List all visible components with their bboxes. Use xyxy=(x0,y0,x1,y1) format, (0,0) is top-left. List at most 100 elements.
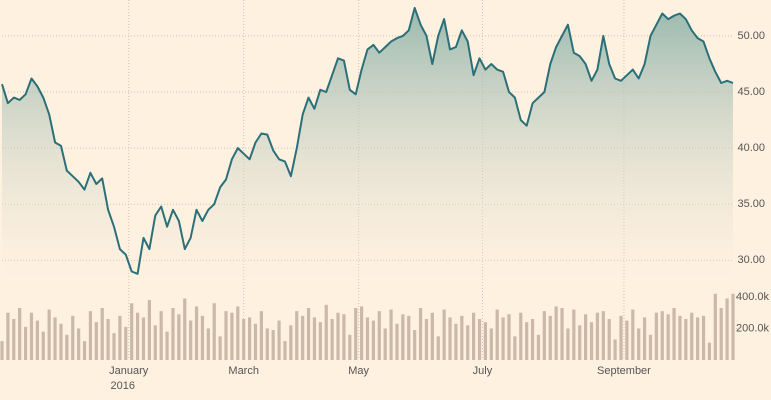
volume-bar xyxy=(359,306,364,360)
y-tick-label: 40.00 xyxy=(737,142,765,154)
y-tick-label: 45.00 xyxy=(737,86,765,98)
volume-bar xyxy=(637,328,641,360)
volume-bar xyxy=(330,319,334,360)
y-tick-label: 50.00 xyxy=(737,30,765,42)
volume-bar xyxy=(236,306,240,360)
volume-bar xyxy=(47,309,51,360)
volume-bar xyxy=(666,314,670,360)
volume-bar xyxy=(295,311,299,360)
x-tick-label: May xyxy=(348,365,369,377)
volume-bar xyxy=(265,328,269,360)
volume-bar xyxy=(206,328,210,360)
volume-bar xyxy=(324,304,328,360)
volume-bar xyxy=(12,319,16,360)
volume-bar xyxy=(94,322,98,360)
y-tick-label: 35.00 xyxy=(737,198,765,210)
volume-bar xyxy=(35,320,39,360)
volume-bar xyxy=(530,319,535,360)
volume-bar xyxy=(118,315,122,360)
volume-bar xyxy=(6,312,10,360)
volume-bar xyxy=(477,319,482,360)
volume-bar xyxy=(277,320,281,360)
volume-bar xyxy=(306,307,311,360)
volume-bar xyxy=(395,323,399,360)
volume-bar xyxy=(707,342,712,360)
volume-bar xyxy=(672,307,676,360)
volume-bar xyxy=(348,334,352,360)
volume-bar xyxy=(701,315,706,360)
volume-bar xyxy=(696,317,700,360)
volume-bar xyxy=(253,323,258,360)
volume-bar xyxy=(448,317,452,360)
volume-bar xyxy=(0,341,4,360)
volume-bar xyxy=(194,306,199,360)
volume-bar xyxy=(336,312,340,360)
volume-bar xyxy=(124,326,128,360)
volume-bar xyxy=(112,333,116,360)
volume-bar xyxy=(713,293,717,360)
volume-bar xyxy=(684,319,688,360)
volume-bar xyxy=(247,317,252,360)
volume-bar xyxy=(65,334,69,360)
volume-bar xyxy=(371,320,376,360)
volume-bar xyxy=(242,319,246,360)
year-label: 2016 xyxy=(111,380,135,392)
volume-bar xyxy=(318,322,322,360)
volume-bar xyxy=(53,317,57,360)
volume-bar xyxy=(613,339,617,360)
volume-bar xyxy=(82,341,87,360)
volume-bar xyxy=(589,322,594,360)
volume-bar xyxy=(259,311,263,360)
x-tick-label: January xyxy=(109,365,149,377)
volume-bar xyxy=(189,320,193,360)
volume-bar xyxy=(365,317,370,360)
volume-bar xyxy=(130,303,134,360)
volume-bar xyxy=(436,336,440,360)
volume-bar xyxy=(578,325,582,360)
volume-bar xyxy=(377,311,381,360)
volume-bar xyxy=(71,315,75,360)
volume-bar xyxy=(413,330,417,360)
volume-bar xyxy=(731,293,735,360)
volume-bar xyxy=(301,315,305,360)
volume-bar xyxy=(165,331,169,360)
volume-bar xyxy=(200,315,205,360)
volume-bar xyxy=(224,311,228,360)
volume-bar xyxy=(29,312,34,360)
volume-bar xyxy=(153,325,157,360)
volume-bar xyxy=(642,317,647,360)
volume-bar xyxy=(100,307,104,360)
volume-bar xyxy=(513,336,517,360)
volume-bar xyxy=(442,309,446,360)
volume-bar xyxy=(430,312,434,360)
volume-bar xyxy=(501,317,505,360)
volume-bar xyxy=(483,322,488,360)
volume-bar xyxy=(106,319,110,360)
volume-bar xyxy=(383,328,387,360)
volume-bar xyxy=(177,314,181,360)
volume-bar xyxy=(631,309,635,360)
volume-bar xyxy=(23,326,28,360)
volume-bar xyxy=(135,312,140,360)
volume-bar xyxy=(283,341,287,360)
volume-bar xyxy=(88,311,93,360)
volume-bar xyxy=(77,328,81,360)
volume-bar xyxy=(566,328,570,360)
volume-bar xyxy=(572,309,576,360)
volume-bar xyxy=(418,307,423,360)
volume-bar xyxy=(289,325,293,360)
volume-bar xyxy=(607,319,611,360)
volume-bar xyxy=(719,307,723,360)
volume-bar xyxy=(59,323,63,360)
volume-bar xyxy=(141,317,146,360)
volume-bar xyxy=(690,312,694,360)
volume-bar xyxy=(507,314,511,360)
y-tick-label: 30.00 xyxy=(737,254,765,266)
x-tick-label: July xyxy=(473,365,493,377)
volume-bar xyxy=(519,312,523,360)
volume-bar xyxy=(536,334,541,360)
volume-bar xyxy=(489,328,493,360)
volume-bar xyxy=(183,298,187,360)
volume-bar xyxy=(218,336,222,360)
